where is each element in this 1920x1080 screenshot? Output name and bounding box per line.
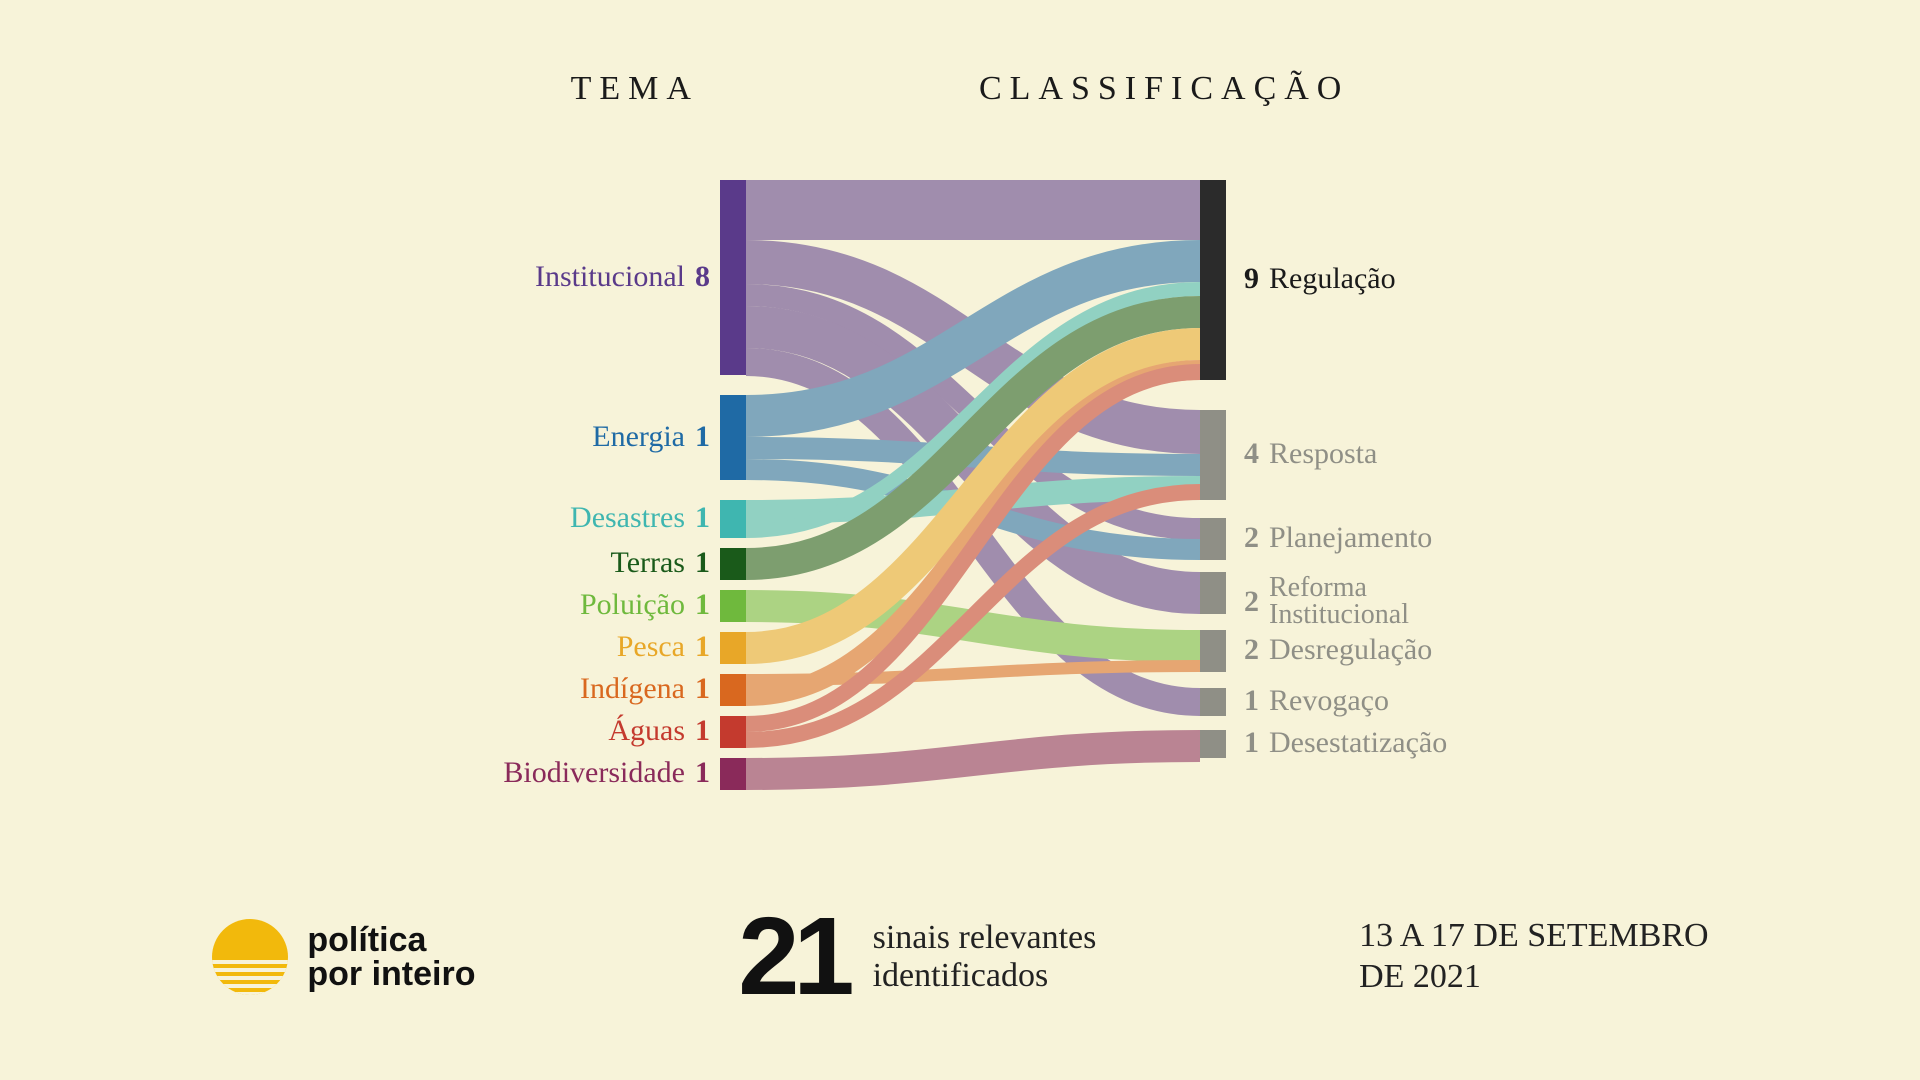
right-node	[1200, 180, 1226, 380]
tema-count: 1	[695, 501, 710, 535]
class-name: ReformaInstitucional	[1269, 575, 1409, 628]
class-count: 2	[1244, 521, 1259, 555]
tema-count: 1	[695, 588, 710, 622]
class-name: Desregulação	[1269, 633, 1432, 667]
tema-count: 1	[695, 714, 710, 748]
tema-count: 1	[695, 672, 710, 706]
total-text-2: identificados	[873, 957, 1097, 994]
tema-name: Águas	[608, 714, 685, 748]
date-line-2: DE 2021	[1359, 957, 1708, 998]
left-node	[720, 758, 746, 790]
logo-text-2: por inteiro	[307, 957, 475, 991]
left-label: Águas 1	[608, 714, 710, 748]
sankey-diagram: Institucional8Energia1Desastres1Terras1P…	[360, 140, 1560, 780]
right-label: 2 Desregulação	[1244, 633, 1432, 667]
tema-name: Institucional	[535, 260, 685, 294]
right-label: 4 Resposta	[1244, 437, 1377, 471]
left-node	[720, 716, 746, 748]
left-label: Terras 1	[610, 546, 710, 580]
left-node	[720, 180, 746, 375]
left-node	[720, 500, 746, 538]
left-label: Institucional 8	[535, 260, 710, 294]
tema-count: 1	[695, 630, 710, 664]
class-name: Desestatização	[1269, 726, 1447, 760]
tema-count: 1	[695, 546, 710, 580]
right-node	[1200, 730, 1226, 758]
sankey-link	[746, 746, 1200, 774]
right-node	[1200, 410, 1226, 500]
left-label: Indígena 1	[580, 672, 710, 706]
footer: política por inteiro 21 sinais relevante…	[0, 893, 1920, 1020]
tema-name: Terras	[610, 546, 685, 580]
left-label: Pesca 1	[617, 630, 710, 664]
header-tema: TEMA	[571, 70, 699, 108]
left-label: Energia 1	[592, 420, 710, 454]
brand-logo: política por inteiro	[211, 918, 475, 996]
tema-count: 1	[695, 756, 710, 790]
tema-count: 1	[695, 420, 710, 454]
tema-count: 8	[695, 260, 710, 294]
left-node	[720, 590, 746, 622]
left-node	[720, 395, 746, 480]
tema-name: Indígena	[580, 672, 685, 706]
right-node	[1200, 688, 1226, 716]
total-text-1: sinais relevantes	[873, 919, 1097, 956]
logo-text-1: política	[307, 923, 475, 957]
sankey-svg	[360, 140, 1560, 820]
tema-name: Energia	[592, 420, 685, 454]
left-label: Poluição 1	[580, 588, 710, 622]
class-name: Resposta	[1269, 437, 1377, 471]
total-count: 21 sinais relevantes identificados	[738, 893, 1096, 1020]
right-node	[1200, 630, 1226, 672]
date-range: 13 A 17 DE SETEMBRO DE 2021	[1359, 916, 1708, 998]
class-count: 1	[1244, 726, 1259, 760]
class-count: 4	[1244, 437, 1259, 471]
right-label: 1 Revogaço	[1244, 684, 1389, 718]
left-label: Biodiversidade 1	[503, 756, 710, 790]
class-name: Regulação	[1269, 262, 1396, 296]
header-classificacao: CLASSIFICAÇÃO	[979, 70, 1349, 108]
right-label: 9 Regulação	[1244, 262, 1396, 296]
left-node	[720, 632, 746, 664]
tema-name: Pesca	[617, 630, 685, 664]
tema-name: Biodiversidade	[503, 756, 685, 790]
class-name: Planejamento	[1269, 521, 1432, 555]
date-line-1: 13 A 17 DE SETEMBRO	[1359, 916, 1708, 957]
right-label: 2 ReformaInstitucional	[1244, 575, 1409, 628]
right-node	[1200, 518, 1226, 560]
tema-name: Poluição	[580, 588, 685, 622]
tema-name: Desastres	[570, 501, 685, 535]
sun-icon	[211, 918, 289, 996]
left-node	[720, 548, 746, 580]
class-count: 9	[1244, 262, 1259, 296]
right-label: 1 Desestatização	[1244, 726, 1447, 760]
right-label: 2 Planejamento	[1244, 521, 1432, 555]
total-number: 21	[738, 893, 848, 1020]
left-label: Desastres 1	[570, 501, 710, 535]
class-count: 2	[1244, 585, 1259, 619]
class-count: 1	[1244, 684, 1259, 718]
class-count: 2	[1244, 633, 1259, 667]
left-node	[720, 674, 746, 706]
right-node	[1200, 572, 1226, 614]
class-name: Revogaço	[1269, 684, 1389, 718]
